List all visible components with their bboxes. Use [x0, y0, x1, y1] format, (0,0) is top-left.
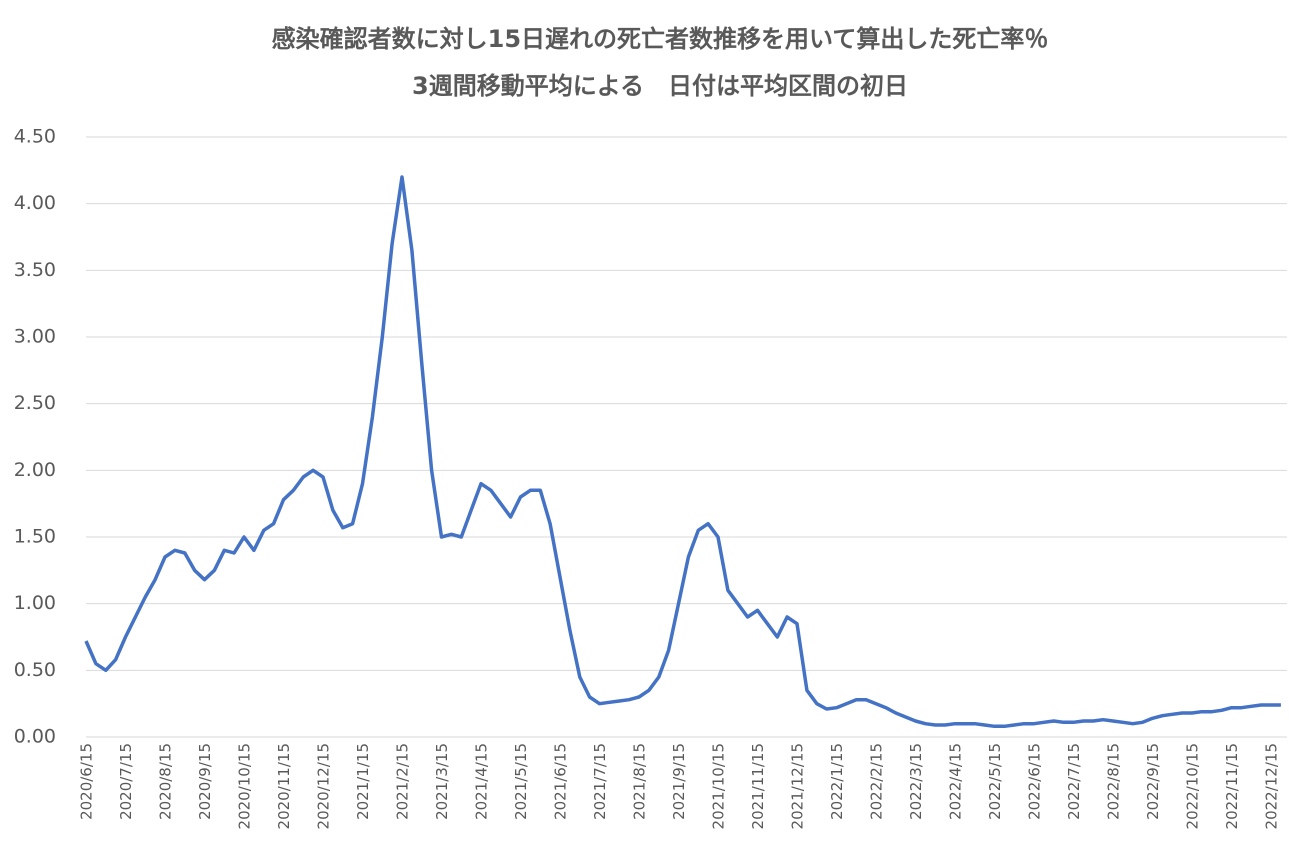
x-tick-label: 2021/7/15 [591, 743, 609, 820]
x-tick-label: 2020/6/15 [78, 743, 96, 820]
x-tick-label: 2022/10/15 [1184, 743, 1202, 829]
x-tick-label: 2021/10/15 [710, 743, 728, 829]
x-tick-label: 2021/4/15 [473, 743, 491, 820]
data-line [84, 175, 1281, 729]
x-tick-label: 2021/8/15 [631, 743, 649, 820]
y-tick-label: 3.50 [14, 259, 56, 281]
x-tick-label: 2022/5/15 [986, 743, 1004, 820]
x-tick-label: 2022/4/15 [947, 743, 965, 820]
y-tick-label: 1.50 [14, 526, 56, 548]
x-tick-label: 2021/2/15 [394, 743, 412, 820]
x-tick-label: 2020/9/15 [196, 743, 214, 820]
y-tick-label: 2.00 [14, 459, 56, 481]
x-tick-label: 2022/9/15 [1144, 743, 1162, 820]
x-tick-label: 2021/9/15 [670, 743, 688, 820]
x-tick-label: 2020/10/15 [236, 743, 254, 829]
chart-title: 感染確認者数に対し15日遅れの死亡者数推移を用いて算出した死亡率％ [272, 25, 1049, 53]
y-tick-label: 0.00 [14, 726, 56, 748]
x-tick-label: 2020/8/15 [157, 743, 175, 820]
y-tick-label: 1.00 [14, 592, 56, 614]
chart-subtitle: 3週間移動平均による 日付は平均区間の初日 [412, 72, 908, 100]
x-tick-label: 2020/12/15 [315, 743, 333, 829]
y-tick-label: 4.00 [14, 192, 56, 214]
x-tick-label: 2020/11/15 [275, 743, 293, 829]
y-tick-label: 2.50 [14, 392, 56, 414]
x-tick-label: 2022/2/15 [868, 743, 886, 820]
y-tick-label: 4.50 [14, 126, 56, 148]
x-tick-label: 2021/11/15 [749, 743, 767, 829]
y-tick-label: 3.00 [14, 326, 56, 348]
x-tick-label: 2022/3/15 [907, 743, 925, 820]
y-tick-label: 0.50 [14, 659, 56, 681]
x-tick-label: 2021/5/15 [512, 743, 530, 820]
x-tick-label: 2020/7/15 [117, 743, 135, 820]
x-tick-label: 2022/11/15 [1223, 743, 1241, 829]
x-tick-label: 2021/12/15 [789, 743, 807, 829]
x-tick-label: 2022/12/15 [1263, 743, 1281, 829]
x-tick-label: 2021/1/15 [354, 743, 372, 820]
x-tick-label: 2022/8/15 [1105, 743, 1123, 820]
x-tick-label: 2021/6/15 [552, 743, 570, 820]
x-tick-label: 2021/3/15 [433, 743, 451, 820]
x-tick-label: 2022/7/15 [1065, 743, 1083, 820]
x-tick-label: 2022/6/15 [1026, 743, 1044, 820]
x-tick-label: 2022/1/15 [828, 743, 846, 820]
